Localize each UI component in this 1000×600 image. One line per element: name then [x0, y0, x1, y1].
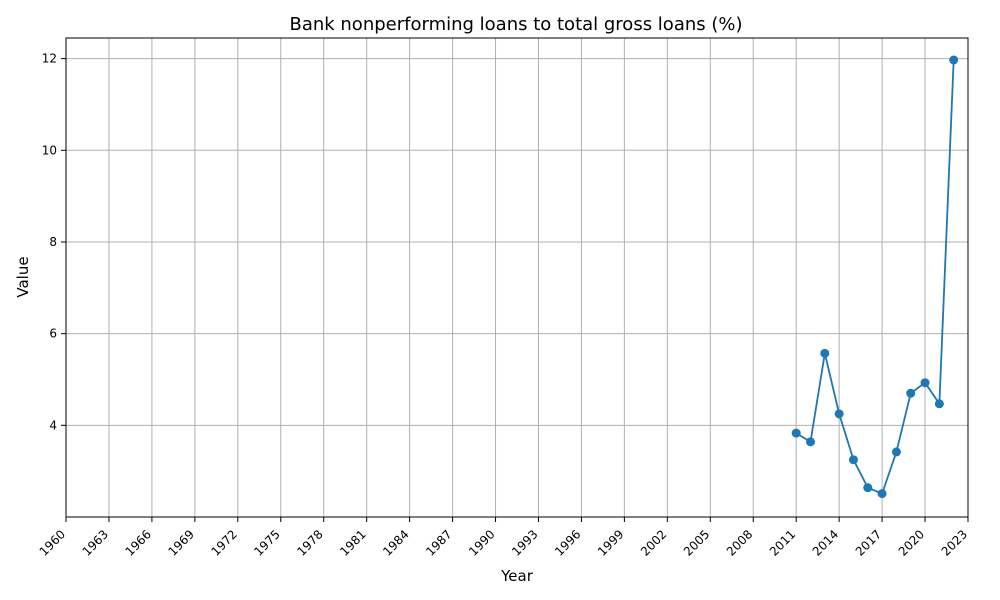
x-tick-label: 1993 [509, 527, 540, 558]
x-tick-label: 2020 [896, 527, 927, 558]
y-tick-label: 6 [49, 327, 57, 341]
x-tick-label: 1975 [251, 527, 282, 558]
series-line [795, 59, 955, 495]
x-tick-label: 1987 [423, 527, 454, 558]
y-tick-label: 12 [42, 52, 57, 66]
x-tick-label: 1981 [337, 527, 368, 558]
x-tick-label: 2023 [939, 527, 970, 558]
x-tick-label: 1966 [123, 527, 154, 558]
x-axis-label: Year [500, 567, 534, 585]
data-point-2020 [920, 378, 930, 388]
x-tick-label: 1972 [208, 527, 239, 558]
data-point-2021 [934, 399, 944, 409]
x-tick-label: 1963 [80, 527, 111, 558]
x-tick-label: 1990 [466, 527, 497, 558]
plot-frame [65, 37, 969, 518]
data-point-2011 [791, 428, 801, 438]
series-layer [791, 55, 959, 499]
x-tick-label: 2011 [767, 527, 798, 558]
chart-title: Bank nonperforming loans to total gross … [289, 14, 742, 35]
data-point-2016 [863, 483, 873, 493]
x-tick-label: 1984 [380, 527, 411, 558]
x-tick-label: 1960 [37, 527, 68, 558]
data-point-2022 [949, 55, 959, 65]
data-point-2012 [806, 437, 816, 447]
x-tick-label: 1996 [552, 527, 583, 558]
x-tick-label: 2002 [638, 527, 669, 558]
x-tick-label: 2008 [724, 527, 755, 558]
x-tick-label: 1978 [294, 527, 325, 558]
data-point-2014 [834, 409, 844, 419]
x-tick-label: 1999 [595, 527, 626, 558]
data-point-2013 [820, 348, 830, 358]
data-point-2018 [891, 447, 901, 457]
x-tick-label: 2014 [810, 527, 841, 558]
data-point-2017 [877, 489, 887, 499]
x-tick-label: 1969 [165, 527, 196, 558]
data-point-2019 [906, 388, 916, 398]
y-tick-label: 8 [49, 235, 57, 249]
x-tick-label: 2005 [681, 527, 712, 558]
x-tick-label: 2017 [853, 527, 884, 558]
data-point-2015 [848, 455, 858, 465]
ticks-layer: 1960 1963 1966 1969 1972 1975 1978 1981 1984 1987… [37, 52, 970, 559]
y-tick-label: 10 [42, 143, 57, 157]
y-axis-label: Value [14, 256, 32, 297]
y-tick-label: 4 [49, 418, 57, 432]
grid-layer [65, 38, 969, 517]
